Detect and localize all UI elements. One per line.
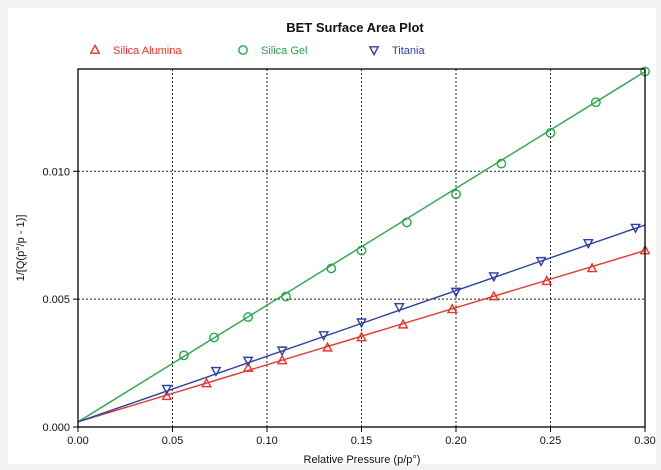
titania-point xyxy=(450,287,462,298)
legend-label-silica-gel: Silica Gel xyxy=(261,45,307,57)
silica-alumina-point xyxy=(488,290,500,301)
silica-gel-point xyxy=(280,291,291,302)
legend: Silica Alumina Silica Gel Titania xyxy=(89,43,425,57)
silica-gel-point xyxy=(451,189,461,200)
x-axis-label: Relative Pressure (p/p°) xyxy=(304,454,421,466)
titania-point xyxy=(488,272,500,283)
titania-fit-line xyxy=(77,224,646,423)
y-axis-ticks: 0.000 0.005 0.010 xyxy=(42,166,78,434)
silica-gel-point xyxy=(243,312,254,322)
silica-alumina-point xyxy=(201,377,212,388)
silica-alumina-fit-line xyxy=(77,249,646,423)
silica-alumina-point xyxy=(161,390,173,401)
titania-point xyxy=(535,256,547,267)
chart-title: BET Surface Area Plot xyxy=(286,20,424,35)
titania-point xyxy=(276,346,288,357)
x-tick-label: 0.10 xyxy=(256,435,277,447)
silica-gel-point xyxy=(209,332,219,343)
titania-point xyxy=(210,366,222,377)
silica-gel-point xyxy=(496,158,507,169)
silica-gel-point xyxy=(356,245,367,256)
x-tick-label: 0.00 xyxy=(67,435,88,447)
silica-alumina-point xyxy=(541,275,553,286)
chart-panel xyxy=(8,8,656,464)
x-tick-label: 0.15 xyxy=(351,435,372,447)
legend-label-titania: Titania xyxy=(392,45,425,57)
x-axis-ticks: 0.00 0.05 0.10 0.15 0.20 0.25 0.30 xyxy=(67,427,656,447)
silica-alumina-point xyxy=(446,303,458,314)
data-points xyxy=(161,66,651,401)
y-axis-label: 1/[Q(p°/p - 1)] xyxy=(15,215,27,282)
silica-alumina-point xyxy=(586,262,598,273)
titania-point xyxy=(630,223,641,234)
legend-marker-silica-gel xyxy=(238,45,248,55)
y-tick-label: 0.005 xyxy=(42,294,70,306)
titania-point xyxy=(161,384,173,395)
silica-alumina-point xyxy=(276,354,288,365)
legend-label-silica-alumina: Silica Alumina xyxy=(113,45,182,57)
legend-marker-silica-alumina xyxy=(89,43,101,54)
y-tick-label: 0.000 xyxy=(42,422,70,434)
silica-gel-point xyxy=(178,350,189,361)
x-tick-label: 0.20 xyxy=(445,435,466,447)
grid xyxy=(78,69,645,427)
silica-gel-point xyxy=(326,263,337,274)
titania-point xyxy=(242,356,254,367)
y-tick-label: 0.010 xyxy=(42,166,70,178)
titania-point xyxy=(393,302,405,313)
legend-marker-titania xyxy=(368,46,380,57)
silica-gel-point xyxy=(545,128,556,138)
x-tick-label: 0.05 xyxy=(162,435,183,447)
titania-point xyxy=(356,318,367,329)
x-tick-label: 0.25 xyxy=(540,435,561,447)
titania-point xyxy=(318,331,330,342)
silica-gel-point xyxy=(401,217,412,228)
silica-alumina-point xyxy=(397,318,409,329)
silica-alumina-point xyxy=(242,362,254,373)
silica-gel-point xyxy=(590,97,601,108)
silica-alumina-point xyxy=(322,341,333,352)
silica-alumina-point xyxy=(356,331,367,342)
titania-point xyxy=(582,239,594,249)
x-tick-label: 0.30 xyxy=(634,435,655,447)
